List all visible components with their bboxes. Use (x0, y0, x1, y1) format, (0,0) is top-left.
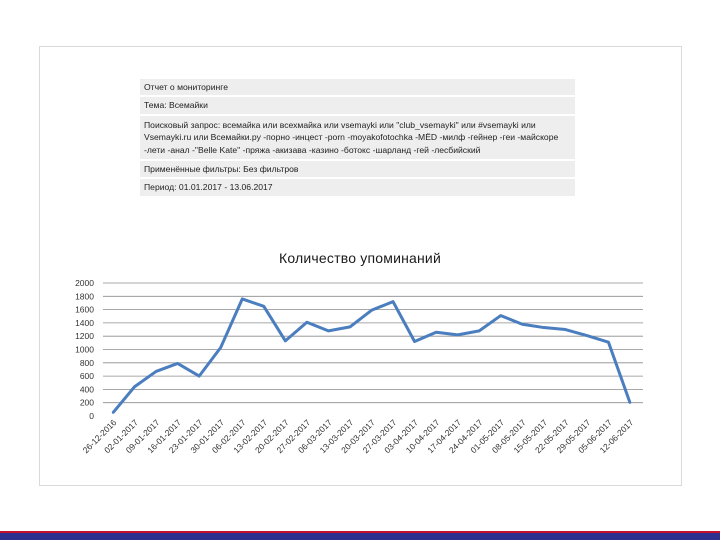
x-axis-ticks: 26-12-201602-01-201709-01-201716-01-2017… (81, 417, 636, 455)
data-point (262, 305, 265, 308)
data-point (413, 340, 416, 343)
y-tick-label: 800 (80, 358, 94, 368)
series-layer (111, 297, 632, 414)
report-period-row: Период: 01.01.2017 - 13.06.2017 (140, 179, 575, 196)
data-point (456, 333, 459, 337)
data-point (348, 325, 352, 329)
footer-bar (0, 533, 720, 540)
data-point (305, 321, 309, 324)
y-tick-label: 2000 (75, 278, 94, 288)
data-point (391, 300, 395, 303)
data-point (154, 370, 158, 373)
data-point (133, 385, 136, 388)
report-info-panel: Отчет о мониторинге Тема: Всемайки Поиск… (140, 79, 575, 198)
chart-grid (103, 282, 643, 404)
data-point (434, 331, 438, 334)
data-point (370, 309, 373, 312)
data-point (197, 374, 201, 378)
y-tick-label: 200 (80, 398, 94, 408)
series-line (111, 297, 632, 414)
y-tick-label: 1600 (75, 305, 94, 315)
y-tick-label: 400 (80, 384, 94, 394)
report-topic-row: Тема: Всемайки (140, 97, 575, 114)
report-filters-row: Применённые фильтры: Без фильтров (140, 161, 575, 178)
data-point (478, 329, 481, 333)
data-point (327, 329, 330, 333)
data-point (284, 339, 287, 343)
data-point (628, 401, 632, 404)
y-tick-label: 1800 (75, 291, 94, 301)
y-axis-ticks: 0 200 400 600 800 1000 1200 1400 1600 1800 2000 (75, 278, 94, 421)
chart-title: Количество упоминаний (279, 250, 441, 266)
data-point (219, 346, 222, 349)
footer-accent-line (0, 531, 720, 533)
report-title-row: Отчет о мониторинге (140, 79, 575, 96)
y-tick-label: 1400 (75, 318, 94, 328)
y-tick-label: 600 (80, 371, 94, 381)
data-point (542, 326, 546, 329)
y-tick-label: 1200 (75, 331, 94, 341)
data-point (111, 411, 115, 414)
data-point (241, 297, 244, 301)
data-point (564, 328, 567, 331)
data-point (521, 323, 524, 326)
y-tick-label: 1000 (75, 345, 94, 355)
y-tick-label: 0 (89, 411, 94, 421)
data-point (607, 340, 610, 344)
data-point (585, 334, 589, 337)
data-point (176, 362, 179, 365)
data-point (499, 314, 502, 317)
report-query-row: Поисковый запрос: всемайка или всехмайка… (140, 115, 575, 160)
